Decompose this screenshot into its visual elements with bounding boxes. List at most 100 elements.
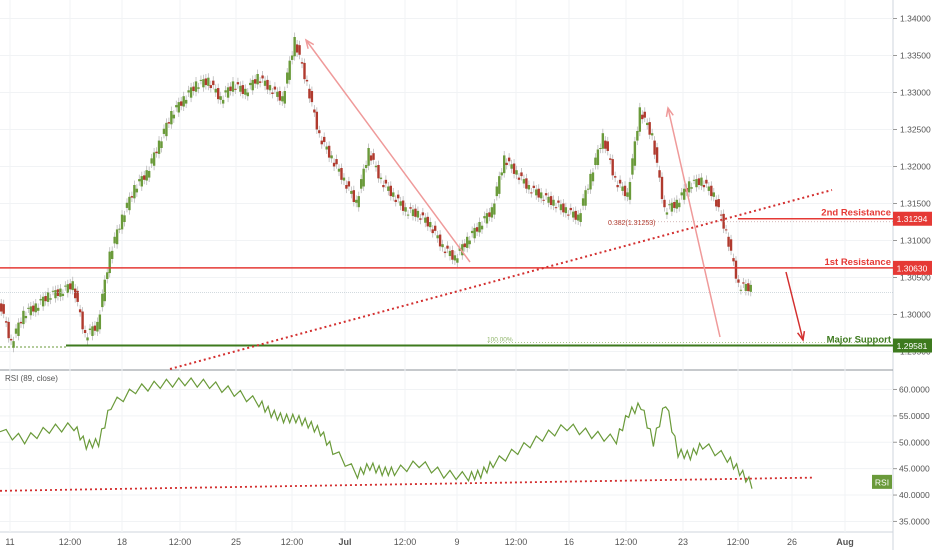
candle-bear: [396, 194, 400, 199]
candle-bear: [345, 185, 348, 189]
candle-bear: [517, 177, 521, 180]
candle-bear: [421, 212, 425, 216]
candle-bear: [562, 203, 565, 213]
candle-bear: [44, 296, 47, 302]
candle-bull: [150, 158, 153, 164]
candle-bull: [184, 99, 188, 104]
rsi-tick-label: 40.0000: [899, 490, 930, 500]
candle-bull: [379, 177, 383, 180]
candle-bull: [547, 196, 550, 203]
candle-bull: [678, 202, 681, 208]
target-arrow-head: [796, 330, 806, 342]
candle-bear: [340, 167, 343, 180]
candle-bull: [707, 186, 711, 191]
candle-bear: [241, 85, 245, 94]
candle-bear: [443, 251, 447, 254]
candle-bull: [293, 37, 296, 57]
candle-bull: [251, 79, 254, 91]
candle-bull: [342, 177, 346, 181]
price-badge-label: 1.30630: [897, 263, 928, 273]
candle-bear: [261, 75, 264, 79]
candle-bear: [347, 181, 351, 187]
candle-bull: [197, 87, 200, 89]
candle-bear: [451, 250, 454, 260]
price-tick-label: 1.30000: [900, 310, 931, 320]
candle-bull: [539, 192, 543, 199]
candle-bull: [187, 90, 190, 93]
candle-bull: [246, 92, 249, 97]
candle-bear: [335, 159, 338, 165]
candle-bull: [115, 229, 119, 245]
candle-bull: [687, 181, 691, 193]
price-tick-label: 1.32500: [900, 125, 931, 135]
candle-bull: [59, 288, 62, 297]
candle-bull: [682, 188, 686, 200]
candle-bull: [576, 214, 580, 221]
candle-bull: [493, 203, 496, 215]
price-pane: 2nd Resistance 1st Resistance Major Suppor…: [0, 32, 893, 370]
candle-bull: [224, 90, 227, 93]
candle-bull: [478, 222, 481, 233]
candle-bull: [621, 186, 624, 191]
candle-bull: [436, 235, 439, 239]
candle-bear: [673, 202, 676, 208]
candle-bear: [258, 81, 262, 83]
candle-bull: [110, 250, 114, 259]
candle-bull: [162, 128, 166, 134]
x-tick-label: 12:00: [615, 537, 638, 547]
price-tick-label: 1.31000: [900, 236, 931, 246]
candle-bull: [581, 198, 585, 206]
candle-bear: [604, 140, 607, 149]
x-tick-label: 16: [564, 537, 574, 547]
candle-bear: [315, 111, 319, 130]
candle-bear: [549, 196, 553, 205]
candle-bull: [120, 214, 124, 230]
candle-bull: [591, 172, 595, 182]
x-tick-label: 25: [231, 537, 241, 547]
candle-bull: [744, 284, 748, 291]
candle-bear: [76, 290, 79, 302]
candle-bear: [372, 153, 375, 160]
candle-bear: [623, 185, 627, 197]
candle-bull: [638, 107, 642, 132]
candle-bull: [125, 202, 129, 208]
candle-bull: [535, 189, 538, 196]
candle-bear: [737, 279, 740, 283]
price-badge: [893, 260, 932, 275]
candle-bear: [313, 109, 316, 113]
candle-bull: [364, 165, 368, 168]
candle-bull: [680, 192, 683, 196]
candle-bull: [140, 176, 143, 187]
candle-bull: [626, 192, 629, 197]
candle-bull: [749, 284, 752, 292]
price-badge: [893, 338, 932, 353]
candle-bear: [734, 260, 738, 279]
rsi-tick-label: 45.0000: [899, 464, 930, 474]
candle-bull: [207, 77, 210, 86]
rsi-tick-label: 35.0000: [899, 516, 930, 526]
candle-bear: [655, 147, 659, 163]
candle-bear: [19, 321, 23, 324]
candle-bull: [646, 122, 649, 126]
candle-bull: [325, 146, 328, 150]
candle-bull: [135, 188, 139, 193]
rsi-tick-label: 50.0000: [899, 437, 930, 447]
candle-bull: [101, 293, 104, 308]
down-move-arrow: [305, 39, 471, 263]
candle-bear: [606, 141, 609, 151]
candle-bear: [369, 155, 373, 161]
candle-bull: [416, 210, 420, 218]
candle-bear: [488, 212, 491, 217]
candle-bear: [520, 172, 523, 177]
candle-bull: [350, 190, 353, 194]
candle-bear: [204, 78, 208, 86]
candle-bear: [530, 192, 533, 194]
candle-bear: [433, 225, 437, 231]
candle-bear: [505, 162, 508, 166]
price-tick-label: 1.34000: [900, 14, 931, 24]
rsi-pane: RSI: [0, 376, 892, 492]
candle-bull: [631, 158, 634, 175]
candle-bull: [387, 186, 390, 191]
candle-bull: [106, 272, 109, 279]
candle-bull: [510, 164, 513, 169]
